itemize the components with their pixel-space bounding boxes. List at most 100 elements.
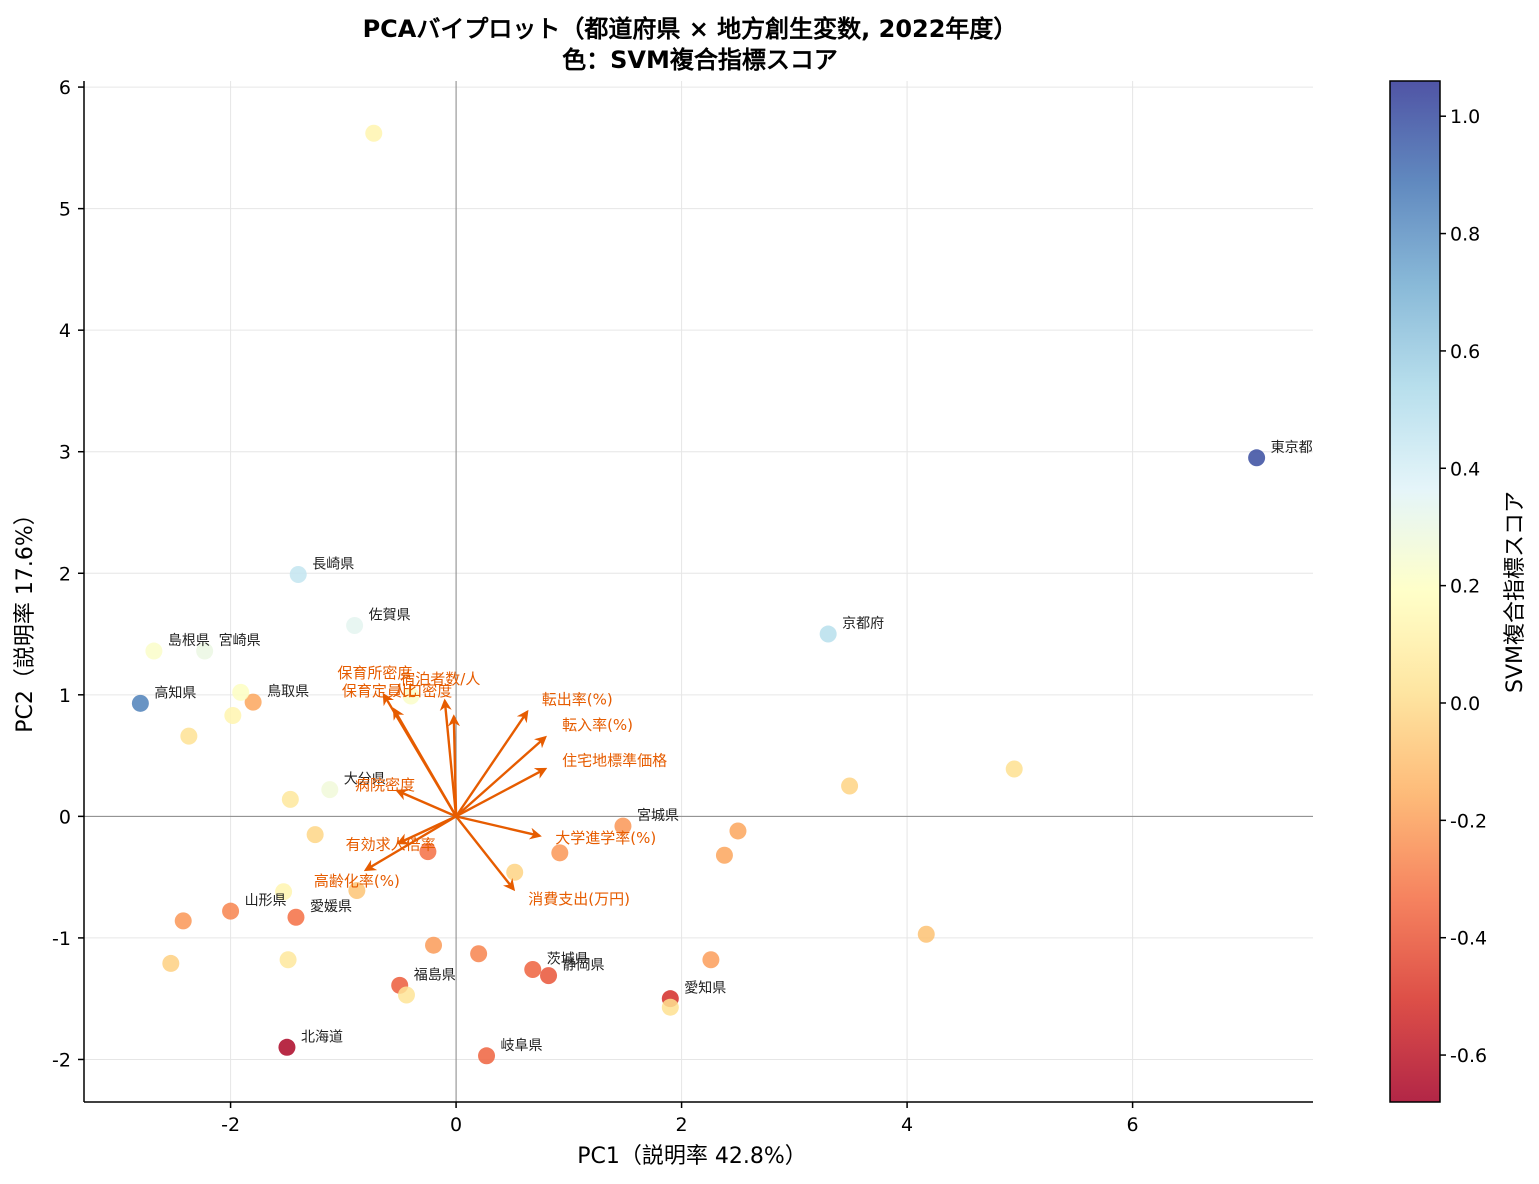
colorbar-tick-label: -0.6 [1450,1045,1487,1067]
y-tick-label: 0 [59,806,71,828]
x-tick-label: 2 [676,1114,688,1136]
scatter-point [540,967,558,985]
y-tick-label: 5 [59,199,71,221]
chart-title: PCAバイプロット（都道府県 × 地方創生変数, 2022年度） [363,15,1018,43]
x-tick-label: -2 [221,1114,240,1136]
point-label: 山形県 [245,893,287,909]
scatter-point [614,817,632,835]
chart-subtitle: 色：SVM複合指標スコア [562,46,838,74]
loading-label: 宿泊者数/人 [400,670,480,688]
scatter-point [715,846,733,864]
loading-label: 有効求人倍率 [346,835,436,853]
y-tick-label: 6 [59,77,71,99]
y-axis-label: PC2（説明率 17.6%） [13,503,38,733]
y-axis-ticks: -2 -1 0 1 2 3 4 5 6 [52,77,84,1071]
colorbar-tick-label: 0.0 [1450,693,1480,715]
scatter-point [425,936,443,954]
scatter-point [131,694,149,712]
loading-arrow [392,707,458,817]
y-tick-label: -2 [52,1049,71,1071]
scatter-point [287,908,305,926]
zero-lines [84,81,1313,1102]
point-label: 宮城県 [637,808,679,824]
loading-label: 転入率(%) [562,716,633,734]
x-axis-ticks: -2 0 2 4 6 [221,1102,1139,1136]
point-label: 東京都 [1271,440,1313,456]
scatter-point [222,902,240,920]
loading-arrow [455,709,529,818]
scatter-point [281,790,299,808]
point-label: 京都府 [842,616,884,632]
scatter-point [819,625,837,643]
point-label: 静岡県 [563,958,605,974]
point-label: 佐賀県 [369,608,411,624]
point-label: 北海道 [301,1029,343,1045]
colorbar-tick-label: 0.6 [1450,341,1480,363]
scatter-point [279,951,297,969]
scatter-point [506,863,524,881]
point-label: 高知県 [154,684,196,701]
loading-arrow [448,714,461,817]
loading-arrow [455,815,542,840]
scatter-point [661,998,679,1016]
loading-arrow [455,735,547,818]
loading-arrow [439,698,458,817]
loading-label: 消費支出(万円) [528,890,630,908]
scatter-point [232,683,250,701]
loading-label: 高齢化率(%) [314,872,400,890]
x-tick-label: 0 [450,1114,462,1136]
scatter-point [348,882,366,900]
scatter-point [306,826,324,844]
scatter-point [145,642,163,660]
scatter-point [289,565,307,583]
scatter-point [346,617,364,635]
axes-spines [83,81,1313,1103]
colorbar-tick-label: 0.4 [1450,458,1480,480]
scatter-point [365,124,383,142]
y-tick-label: 2 [59,563,71,585]
data-points [131,124,1266,1065]
scatter-point [196,642,214,660]
scatter-point [1248,449,1266,467]
loading-label: 保育定員比 [342,682,417,700]
point-label: 愛知県 [684,980,726,997]
scatter-point [275,883,293,901]
point-label: 岐阜県 [501,1037,543,1054]
scatter-point [321,781,339,799]
scatter-point [397,986,415,1004]
point-label: 島根県 [168,633,210,649]
colorbar: -0.6 -0.4 -0.2 0.0 0.2 0.4 0.6 0.8 1.0 SVM複合指標スコ… [1389,80,1528,1103]
loading-label: 病院密度 [355,776,415,794]
point-label: 宮崎県 [219,633,261,649]
point-label: 茨城県 [547,952,589,968]
x-tick-label: 6 [1127,1114,1139,1136]
colorbar-tick-label: 1.0 [1450,106,1480,128]
colorbar-ticks: -0.6 -0.4 -0.2 0.0 0.2 0.4 0.6 0.8 1.0 [1440,106,1487,1067]
scatter-point [244,693,262,711]
point-label: 愛媛県 [310,899,352,915]
scatter-point [470,945,488,963]
scatter-point [551,844,569,862]
scatter-point [162,954,180,972]
scatter-point [917,925,935,943]
loading-label: 大学進学率(%) [555,829,656,847]
loading-label: 転出率(%) [542,691,613,709]
colorbar-tick-label: 0.2 [1450,576,1480,598]
y-tick-label: -1 [52,928,71,950]
grid-lines [84,81,1313,1102]
scatter-point [702,951,720,969]
scatter-point [180,727,198,745]
scatter-point [478,1047,496,1065]
loading-arrow [395,789,457,818]
loading-label: 保育所密度 [337,664,412,682]
point-label: 鳥取県 [267,684,309,700]
scatter-point [729,822,747,840]
colorbar-gradient [1389,80,1441,1103]
scatter-point [524,961,542,979]
point-label: 大分県 [344,772,386,788]
point-label: 長崎県 [312,556,354,572]
scatter-point [174,912,192,930]
